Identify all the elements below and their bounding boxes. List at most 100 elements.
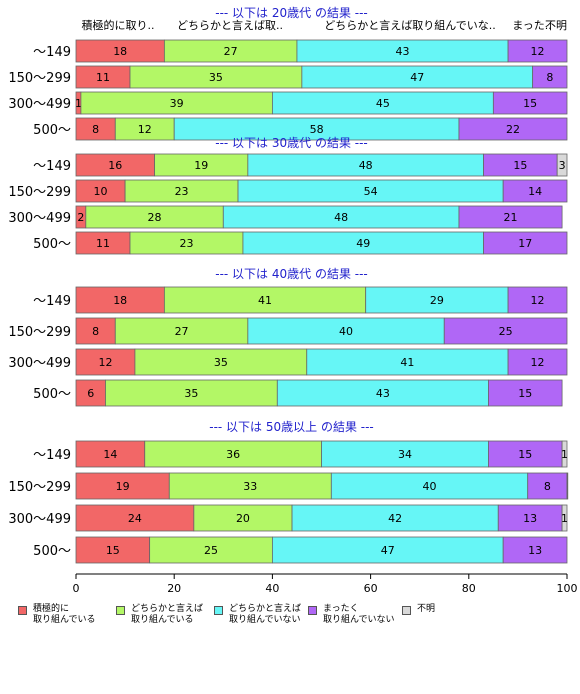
bar-value-label: 6 (87, 387, 94, 400)
bar-segment (443, 317, 568, 345)
bar-value-label: 15 (518, 448, 532, 461)
bar-value-label: 11 (96, 237, 110, 250)
row-label: 300～499 (8, 356, 71, 371)
row-label: 150～299 (8, 185, 71, 200)
row-label: 500～ (33, 544, 71, 559)
legend-swatch-4 (308, 606, 317, 615)
group-title: --- 以下は 20歳代 の結果 --- (215, 6, 368, 20)
bar-value-label: 42 (388, 512, 402, 525)
bar-segment (556, 153, 568, 177)
bar-segment (306, 348, 509, 376)
bar-value-label: 35 (214, 356, 228, 369)
bar-segment (247, 317, 445, 345)
bar-value-label: 13 (523, 512, 537, 525)
bar-segment (105, 379, 278, 407)
column-header: どちらかと言えば取り組んでいな.. (324, 19, 495, 32)
legend-swatch-3 (214, 606, 223, 615)
bar-value-label: 1 (561, 512, 568, 525)
row-label: ～149 (33, 159, 71, 174)
bar-segment (134, 348, 308, 376)
bar-value-label: 47 (381, 544, 395, 557)
row-label: 150～299 (8, 71, 71, 86)
column-header: まった.. (512, 19, 552, 32)
legend-label-4: まったく 取り組んでいない (323, 604, 395, 625)
legend-label-1: 積極的に 取り組んでいる (33, 604, 96, 625)
bar-segment (561, 504, 568, 532)
bar-value-label: 48 (334, 211, 348, 224)
legend-item-1: 積極的に 取り組んでいる (18, 604, 96, 626)
bar-value-label: 43 (396, 45, 410, 58)
bar-value-label: 12 (531, 45, 545, 58)
bar-segment (488, 440, 563, 468)
bar-value-label: 40 (339, 325, 353, 338)
bar-value-label: 23 (175, 185, 189, 198)
bar-value-label: 16 (108, 159, 122, 172)
row-label: 500～ (33, 123, 71, 138)
bar-value-label: 21 (504, 211, 518, 224)
bar-segment (507, 286, 568, 314)
bar-value-label: 28 (148, 211, 162, 224)
bar-value-label: 12 (531, 356, 545, 369)
bar-value-label: 2 (77, 211, 84, 224)
bar-value-label: 8 (546, 71, 553, 84)
bar-value-label: 35 (209, 71, 223, 84)
bar-value-label: 15 (523, 97, 537, 110)
bar-value-label: 43 (376, 387, 390, 400)
bar-segment (75, 504, 195, 532)
bar-segment (532, 65, 568, 89)
bar-value-label: 58 (310, 123, 324, 136)
bar-segment (114, 317, 249, 345)
bar-segment (193, 504, 293, 532)
bar-segment (497, 504, 563, 532)
row-label: ～149 (33, 448, 71, 463)
bar-segment (561, 440, 568, 468)
chart-legend: 積極的に 取り組んでいる どちらかと言えば 取り組んでいる どちらかと言えば 取… (18, 604, 578, 644)
column-header: 積極的に取り.. (82, 18, 155, 32)
bar-value-label: 17 (518, 237, 532, 250)
bar-value-label: 18 (113, 294, 127, 307)
legend-swatch-5 (402, 606, 411, 615)
bar-value-label: 24 (128, 512, 142, 525)
column-header: 不明 (545, 19, 567, 32)
bar-value-label: 12 (98, 356, 112, 369)
row-label: 300～499 (8, 512, 71, 527)
row-label: 150～299 (8, 325, 71, 340)
bar-value-label: 10 (94, 185, 108, 198)
legend-swatch-2 (116, 606, 125, 615)
bar-value-label: 1 (75, 97, 82, 110)
bar-value-label: 33 (243, 480, 257, 493)
bar-segment (75, 317, 116, 345)
bar-segment (271, 536, 504, 564)
x-tick-label: 80 (462, 582, 476, 595)
bar-segment (502, 179, 568, 203)
bar-segment (492, 91, 568, 115)
bar-value-label: 14 (103, 448, 117, 461)
bar-segment (507, 39, 568, 63)
bar-value-label: 12 (531, 294, 545, 307)
bar-value-label: 25 (499, 325, 513, 338)
bar-value-label: 27 (175, 325, 189, 338)
bar-segment (276, 379, 489, 407)
bar-segment (75, 348, 136, 376)
bar-segment (507, 348, 568, 376)
bar-value-label: 19 (194, 159, 208, 172)
x-tick-label: 0 (73, 582, 80, 595)
legend-label-3: どちらかと言えば 取り組んでいない (229, 604, 302, 625)
bar-value-label: 36 (226, 448, 240, 461)
bar-value-label: 29 (430, 294, 444, 307)
legend-swatch-1 (18, 606, 27, 615)
bar-value-label: 41 (400, 356, 414, 369)
bar-segment (458, 117, 568, 141)
bar-value-label: 13 (528, 544, 542, 557)
bar-segment (149, 536, 273, 564)
bar-segment (458, 205, 563, 229)
bar-value-label: 41 (258, 294, 272, 307)
bar-value-label: 49 (356, 237, 370, 250)
bar-value-label: 19 (116, 480, 130, 493)
bar-segment (168, 472, 332, 500)
bar-segment (483, 231, 568, 255)
column-header: どちらかと言えば取.. (177, 19, 283, 32)
bar-value-label: 12 (138, 123, 152, 136)
group-title: --- 以下は 40歳代 の結果 --- (215, 267, 368, 281)
